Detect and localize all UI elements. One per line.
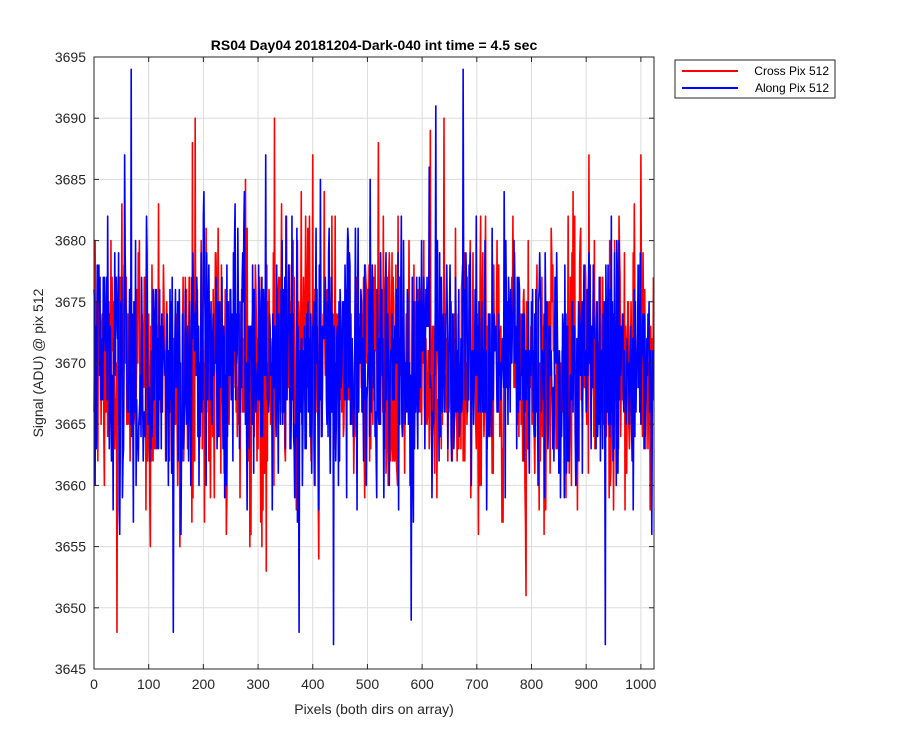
y-tick-label: 3685 [55, 171, 86, 187]
legend-box [674, 59, 836, 99]
x-tick-label: 0 [90, 676, 98, 692]
x-tick-label: 300 [246, 676, 270, 692]
x-tick-label: 400 [301, 676, 325, 692]
series-line-along-pix [93, 68, 655, 646]
y-tick-label: 3670 [55, 355, 86, 371]
x-tick-label: 200 [192, 676, 216, 692]
y-tick-label: 3655 [55, 539, 86, 555]
x-tick-label: 700 [465, 676, 489, 692]
y-tick-label: 3665 [55, 416, 86, 432]
y-tick-label: 3650 [55, 600, 86, 616]
y-tick-label: 3645 [55, 661, 86, 677]
legend-label-along: Along Pix 512 [755, 81, 829, 95]
ticks: 0 100 200 300 400 500 600 700 800 900 1000 3645 3650… [55, 49, 657, 692]
y-tick-label: 3690 [55, 110, 86, 126]
y-tick-label: 3675 [55, 294, 86, 310]
x-axis-label: Pixels (both dirs on array) [294, 701, 454, 717]
x-tick-label: 500 [356, 676, 380, 692]
y-axis-label: Signal (ADU) @ pix 512 [30, 288, 46, 437]
chart-title: RS04 Day04 20181204-Dark-040 int time = … [211, 37, 538, 53]
y-tick-label: 3660 [55, 477, 86, 493]
x-tick-label: 100 [137, 676, 161, 692]
legend-label-cross: Cross Pix 512 [754, 64, 829, 78]
x-tick-label: 900 [575, 676, 599, 692]
x-tick-label: 800 [520, 676, 544, 692]
x-tick-label: 1000 [625, 676, 656, 692]
series-layer [93, 68, 655, 646]
x-tick-label: 600 [410, 676, 434, 692]
legend: Cross Pix 512 Along Pix 512 [674, 59, 836, 99]
y-tick-label: 3695 [55, 49, 86, 65]
y-tick-label: 3680 [55, 233, 86, 249]
